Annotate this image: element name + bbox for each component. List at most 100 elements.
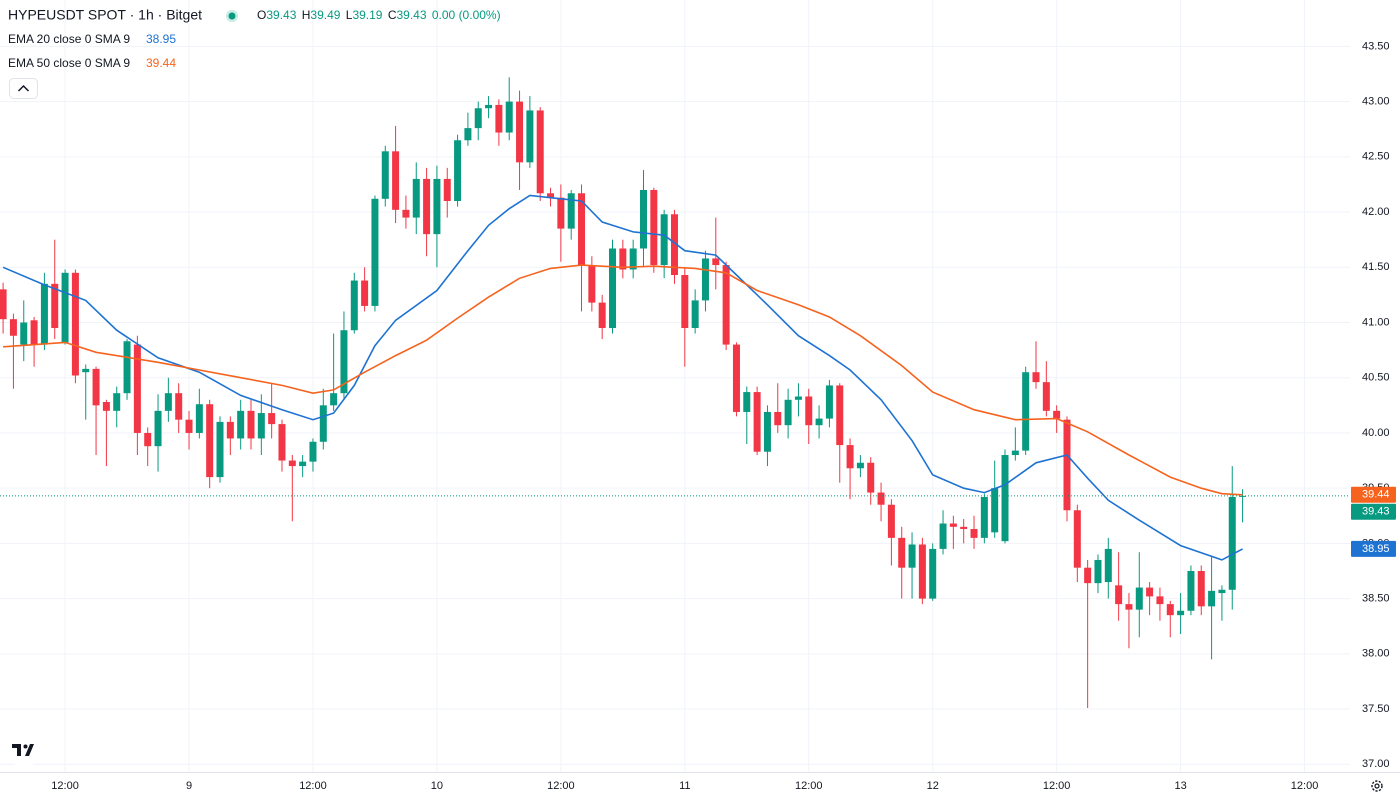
candle-body bbox=[567, 193, 575, 229]
candle-body bbox=[588, 265, 596, 303]
y-tick-label: 43.00 bbox=[1362, 96, 1390, 108]
ema-line bbox=[3, 264, 1243, 496]
candle-body bbox=[836, 385, 844, 446]
candle-body bbox=[268, 413, 276, 425]
candle-body bbox=[691, 300, 699, 329]
candle-body bbox=[113, 393, 121, 411]
candle-body bbox=[206, 404, 214, 478]
y-tick-label: 41.00 bbox=[1362, 316, 1390, 328]
x-tick-label: 9 bbox=[186, 780, 192, 792]
candle-body bbox=[1218, 589, 1226, 594]
y-tick-label: 38.50 bbox=[1362, 593, 1390, 605]
candle-body bbox=[670, 214, 678, 276]
candle-body bbox=[433, 178, 441, 235]
x-tick-label: 12:00 bbox=[547, 780, 575, 792]
ema-line bbox=[2, 194, 1243, 561]
candle-body bbox=[877, 492, 885, 505]
y-tick-label: 42.00 bbox=[1362, 206, 1390, 218]
candle-body bbox=[949, 523, 957, 527]
candle-body bbox=[82, 368, 90, 373]
axes: 37.0037.5038.0038.5039.0039.5040.0040.50… bbox=[0, 40, 1400, 792]
candle-body bbox=[1011, 450, 1019, 456]
candle-body bbox=[970, 529, 978, 538]
candle-body bbox=[226, 421, 234, 439]
candle-body bbox=[929, 548, 937, 599]
candle-body bbox=[1053, 410, 1061, 419]
price-box bbox=[1351, 540, 1396, 557]
price-box bbox=[1351, 486, 1396, 503]
collapse-button[interactable] bbox=[9, 78, 38, 99]
candle-body bbox=[154, 410, 162, 447]
candle-body bbox=[371, 198, 379, 306]
candle-body bbox=[815, 418, 823, 426]
candle-body bbox=[1063, 419, 1071, 511]
x-tick-label: 12:00 bbox=[1291, 780, 1319, 792]
ohlc-value: 39.43 bbox=[397, 8, 427, 22]
candle-body bbox=[61, 272, 69, 343]
y-tick-label: 37.50 bbox=[1362, 703, 1390, 715]
candle-body bbox=[887, 504, 895, 538]
candle-body bbox=[0, 289, 7, 320]
candle-body bbox=[1135, 587, 1143, 610]
x-tick-label: 12:00 bbox=[299, 780, 327, 792]
candle-body bbox=[361, 280, 369, 306]
candle-body bbox=[20, 322, 28, 345]
candle-body bbox=[299, 461, 307, 467]
candle-body bbox=[1146, 587, 1154, 597]
candle-body bbox=[1166, 604, 1174, 616]
settings-gear[interactable] bbox=[1371, 780, 1383, 792]
y-tick-label: 40.00 bbox=[1362, 427, 1390, 439]
plot bbox=[0, 77, 1350, 708]
candle-body bbox=[578, 193, 586, 266]
candle-body bbox=[1001, 455, 1009, 542]
logo-bg bbox=[7, 733, 41, 767]
y-tick-label: 43.50 bbox=[1362, 40, 1390, 52]
candle-body bbox=[443, 178, 451, 202]
ohlc-value: 39.49 bbox=[310, 8, 340, 22]
candle-body bbox=[257, 413, 265, 439]
candle-body bbox=[216, 421, 224, 478]
candle-body bbox=[516, 101, 524, 163]
candle-body bbox=[1228, 496, 1236, 590]
candle-body bbox=[619, 248, 627, 270]
candle-body bbox=[1104, 548, 1112, 583]
candle-body bbox=[288, 460, 296, 467]
candle-body bbox=[40, 283, 48, 345]
candle-body bbox=[712, 258, 720, 266]
candle-body bbox=[30, 320, 38, 345]
candle-body bbox=[474, 108, 482, 129]
x-tick-label: 11 bbox=[679, 780, 690, 792]
indicator-legend[interactable]: EMA 20 close 0 SMA 9 bbox=[8, 32, 130, 46]
x-tick-label: 12:00 bbox=[795, 780, 823, 792]
candle-body bbox=[598, 302, 606, 329]
candle-body bbox=[1125, 604, 1133, 610]
candle-body bbox=[681, 275, 689, 329]
candle-body bbox=[547, 193, 555, 198]
candle-body bbox=[774, 411, 782, 426]
candle-body bbox=[485, 104, 493, 109]
indicator-legend[interactable]: EMA 50 close 0 SMA 9 bbox=[8, 56, 130, 70]
chevron-up bbox=[17, 84, 30, 92]
candle-body bbox=[330, 393, 338, 406]
status-dot bbox=[228, 12, 236, 20]
candle-body bbox=[505, 101, 513, 133]
tv-logo[interactable] bbox=[7, 733, 41, 767]
candle-body bbox=[1032, 372, 1040, 383]
candle-body bbox=[247, 410, 255, 439]
indicator-value: 38.95 bbox=[146, 32, 176, 46]
candle-body bbox=[1156, 596, 1164, 605]
candle-body bbox=[412, 178, 420, 218]
candle-body bbox=[1084, 567, 1092, 584]
x-tick-label: 13 bbox=[1174, 780, 1186, 792]
button-frame bbox=[9, 78, 38, 99]
candle-body bbox=[825, 385, 833, 419]
price-box-label: 38.95 bbox=[1362, 543, 1390, 555]
candle-body bbox=[980, 496, 988, 538]
candle-body bbox=[309, 441, 317, 462]
symbol-title[interactable]: HYPEUSDT SPOT · 1h · Bitget bbox=[8, 7, 202, 23]
candle-body bbox=[1073, 510, 1081, 568]
ohlc-row: O39.43 H39.49 L39.19 C39.43 0.00 (0.00%) bbox=[257, 8, 501, 22]
